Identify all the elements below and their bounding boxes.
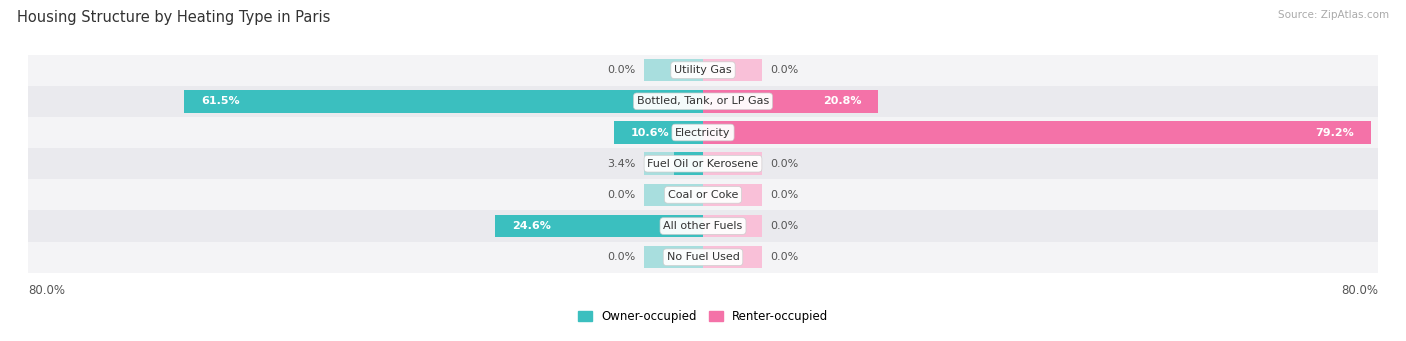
Text: 10.6%: 10.6% (630, 128, 669, 137)
Bar (644, 121, 703, 144)
Text: No Fuel Used: No Fuel Used (666, 252, 740, 262)
Text: 24.6%: 24.6% (512, 221, 551, 231)
Bar (703, 152, 762, 175)
Bar (644, 90, 703, 113)
Text: 0.0%: 0.0% (607, 65, 636, 75)
Text: 0.0%: 0.0% (607, 190, 636, 200)
Bar (28, 86, 1378, 117)
Text: 20.8%: 20.8% (823, 96, 862, 106)
Text: 0.0%: 0.0% (770, 65, 799, 75)
Text: 0.0%: 0.0% (770, 159, 799, 169)
Legend: Owner-occupied, Renter-occupied: Owner-occupied, Renter-occupied (572, 306, 834, 328)
Bar (675, 152, 703, 175)
Bar (703, 90, 879, 113)
Bar (28, 210, 1378, 242)
Text: Bottled, Tank, or LP Gas: Bottled, Tank, or LP Gas (637, 96, 769, 106)
Text: 80.0%: 80.0% (1341, 284, 1378, 297)
Text: Source: ZipAtlas.com: Source: ZipAtlas.com (1278, 10, 1389, 20)
Bar (703, 59, 762, 81)
Text: Coal or Coke: Coal or Coke (668, 190, 738, 200)
Bar (613, 121, 703, 144)
Text: 0.0%: 0.0% (770, 190, 799, 200)
Bar (28, 242, 1378, 273)
Text: 80.0%: 80.0% (28, 284, 65, 297)
Bar (703, 184, 762, 206)
Text: 79.2%: 79.2% (1316, 128, 1354, 137)
Bar (495, 215, 703, 237)
Bar (644, 215, 703, 237)
Bar (184, 90, 703, 113)
Bar (703, 215, 762, 237)
Text: 0.0%: 0.0% (770, 252, 799, 262)
Text: All other Fuels: All other Fuels (664, 221, 742, 231)
Bar (644, 59, 703, 81)
Bar (28, 55, 1378, 86)
Bar (703, 121, 1371, 144)
Text: 0.0%: 0.0% (607, 252, 636, 262)
Text: Electricity: Electricity (675, 128, 731, 137)
Bar (28, 179, 1378, 210)
Text: Fuel Oil or Kerosene: Fuel Oil or Kerosene (647, 159, 759, 169)
Bar (644, 246, 703, 268)
Bar (703, 246, 762, 268)
Text: Housing Structure by Heating Type in Paris: Housing Structure by Heating Type in Par… (17, 10, 330, 25)
Text: 3.4%: 3.4% (607, 159, 636, 169)
Bar (644, 184, 703, 206)
Text: 0.0%: 0.0% (770, 221, 799, 231)
Bar (644, 152, 703, 175)
Bar (28, 117, 1378, 148)
Bar (28, 148, 1378, 179)
Text: 61.5%: 61.5% (201, 96, 239, 106)
Text: Utility Gas: Utility Gas (675, 65, 731, 75)
Bar (703, 121, 762, 144)
Bar (703, 90, 762, 113)
